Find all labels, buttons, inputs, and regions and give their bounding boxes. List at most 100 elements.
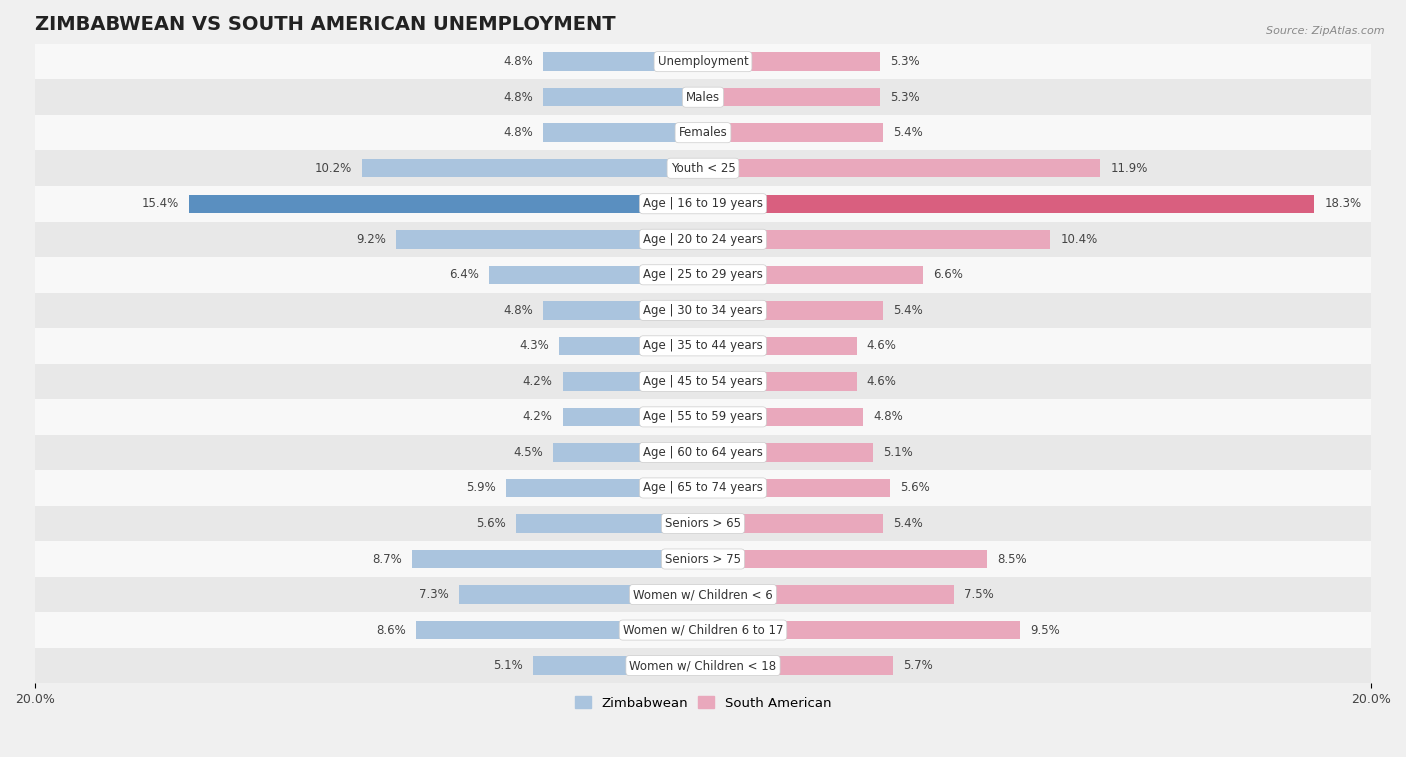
Bar xyxy=(35,399,1371,435)
Text: 5.4%: 5.4% xyxy=(893,126,924,139)
Text: Women w/ Children < 6: Women w/ Children < 6 xyxy=(633,588,773,601)
Text: 4.8%: 4.8% xyxy=(503,55,533,68)
Text: Women w/ Children 6 to 17: Women w/ Children 6 to 17 xyxy=(623,624,783,637)
Text: 8.7%: 8.7% xyxy=(373,553,402,565)
Text: 4.8%: 4.8% xyxy=(503,304,533,317)
Text: 4.2%: 4.2% xyxy=(523,375,553,388)
Bar xyxy=(553,443,703,462)
Text: 9.2%: 9.2% xyxy=(356,233,385,246)
Text: Age | 65 to 74 years: Age | 65 to 74 years xyxy=(643,481,763,494)
Bar xyxy=(703,585,953,604)
Bar xyxy=(703,372,856,391)
Bar xyxy=(703,52,880,71)
Text: Unemployment: Unemployment xyxy=(658,55,748,68)
Bar xyxy=(35,292,1371,328)
Bar xyxy=(506,478,703,497)
Text: Age | 60 to 64 years: Age | 60 to 64 years xyxy=(643,446,763,459)
Text: Age | 30 to 34 years: Age | 30 to 34 years xyxy=(643,304,763,317)
Text: 7.5%: 7.5% xyxy=(963,588,993,601)
Bar xyxy=(703,159,1101,177)
Bar xyxy=(35,44,1371,79)
Text: Age | 35 to 44 years: Age | 35 to 44 years xyxy=(643,339,763,352)
Bar xyxy=(35,541,1371,577)
Bar xyxy=(35,648,1371,684)
Text: 4.5%: 4.5% xyxy=(513,446,543,459)
Text: Age | 20 to 24 years: Age | 20 to 24 years xyxy=(643,233,763,246)
Text: 8.6%: 8.6% xyxy=(375,624,406,637)
Bar xyxy=(35,257,1371,292)
Text: 5.3%: 5.3% xyxy=(890,55,920,68)
Bar xyxy=(35,470,1371,506)
Bar xyxy=(35,363,1371,399)
Bar xyxy=(703,621,1021,640)
Text: Age | 45 to 54 years: Age | 45 to 54 years xyxy=(643,375,763,388)
Bar xyxy=(516,514,703,533)
Text: 5.3%: 5.3% xyxy=(890,91,920,104)
Bar xyxy=(35,506,1371,541)
Text: Females: Females xyxy=(679,126,727,139)
Bar xyxy=(703,230,1050,248)
Bar xyxy=(543,301,703,319)
Text: Source: ZipAtlas.com: Source: ZipAtlas.com xyxy=(1267,26,1385,36)
Text: Age | 25 to 29 years: Age | 25 to 29 years xyxy=(643,268,763,282)
Bar xyxy=(703,266,924,284)
Text: 18.3%: 18.3% xyxy=(1324,198,1361,210)
Bar xyxy=(703,656,893,674)
Bar xyxy=(35,435,1371,470)
Text: 5.6%: 5.6% xyxy=(477,517,506,530)
Text: Women w/ Children < 18: Women w/ Children < 18 xyxy=(630,659,776,672)
Bar xyxy=(703,123,883,142)
Text: 10.2%: 10.2% xyxy=(315,162,353,175)
Bar xyxy=(703,514,883,533)
Text: 15.4%: 15.4% xyxy=(142,198,179,210)
Bar xyxy=(35,115,1371,151)
Bar xyxy=(560,337,703,355)
Bar xyxy=(460,585,703,604)
Bar xyxy=(703,443,873,462)
Bar xyxy=(416,621,703,640)
Text: 4.8%: 4.8% xyxy=(873,410,903,423)
Bar xyxy=(363,159,703,177)
Bar xyxy=(543,88,703,107)
Bar xyxy=(543,52,703,71)
Bar xyxy=(562,408,703,426)
Bar xyxy=(188,195,703,213)
Bar xyxy=(703,478,890,497)
Text: 5.7%: 5.7% xyxy=(904,659,934,672)
Bar xyxy=(35,328,1371,363)
Text: Seniors > 75: Seniors > 75 xyxy=(665,553,741,565)
Bar xyxy=(703,550,987,569)
Text: Age | 55 to 59 years: Age | 55 to 59 years xyxy=(643,410,763,423)
Bar xyxy=(35,79,1371,115)
Bar xyxy=(703,408,863,426)
Bar xyxy=(35,151,1371,186)
Text: 7.3%: 7.3% xyxy=(419,588,449,601)
Text: 4.8%: 4.8% xyxy=(503,126,533,139)
Text: 5.1%: 5.1% xyxy=(494,659,523,672)
Text: 8.5%: 8.5% xyxy=(997,553,1026,565)
Bar xyxy=(703,337,856,355)
Text: 11.9%: 11.9% xyxy=(1111,162,1147,175)
Text: 4.8%: 4.8% xyxy=(503,91,533,104)
Bar xyxy=(703,301,883,319)
Bar xyxy=(489,266,703,284)
Text: 9.5%: 9.5% xyxy=(1031,624,1060,637)
Bar xyxy=(412,550,703,569)
Text: 5.6%: 5.6% xyxy=(900,481,929,494)
Text: 5.9%: 5.9% xyxy=(467,481,496,494)
Text: 4.6%: 4.6% xyxy=(866,339,897,352)
Text: Youth < 25: Youth < 25 xyxy=(671,162,735,175)
Bar xyxy=(35,612,1371,648)
Text: 4.6%: 4.6% xyxy=(866,375,897,388)
Text: ZIMBABWEAN VS SOUTH AMERICAN UNEMPLOYMENT: ZIMBABWEAN VS SOUTH AMERICAN UNEMPLOYMEN… xyxy=(35,15,616,34)
Text: 5.4%: 5.4% xyxy=(893,304,924,317)
Bar xyxy=(35,186,1371,222)
Text: 5.4%: 5.4% xyxy=(893,517,924,530)
Bar xyxy=(35,222,1371,257)
Bar xyxy=(703,195,1315,213)
Bar xyxy=(543,123,703,142)
Bar xyxy=(533,656,703,674)
Legend: Zimbabwean, South American: Zimbabwean, South American xyxy=(569,691,837,715)
Text: Seniors > 65: Seniors > 65 xyxy=(665,517,741,530)
Text: 4.3%: 4.3% xyxy=(520,339,550,352)
